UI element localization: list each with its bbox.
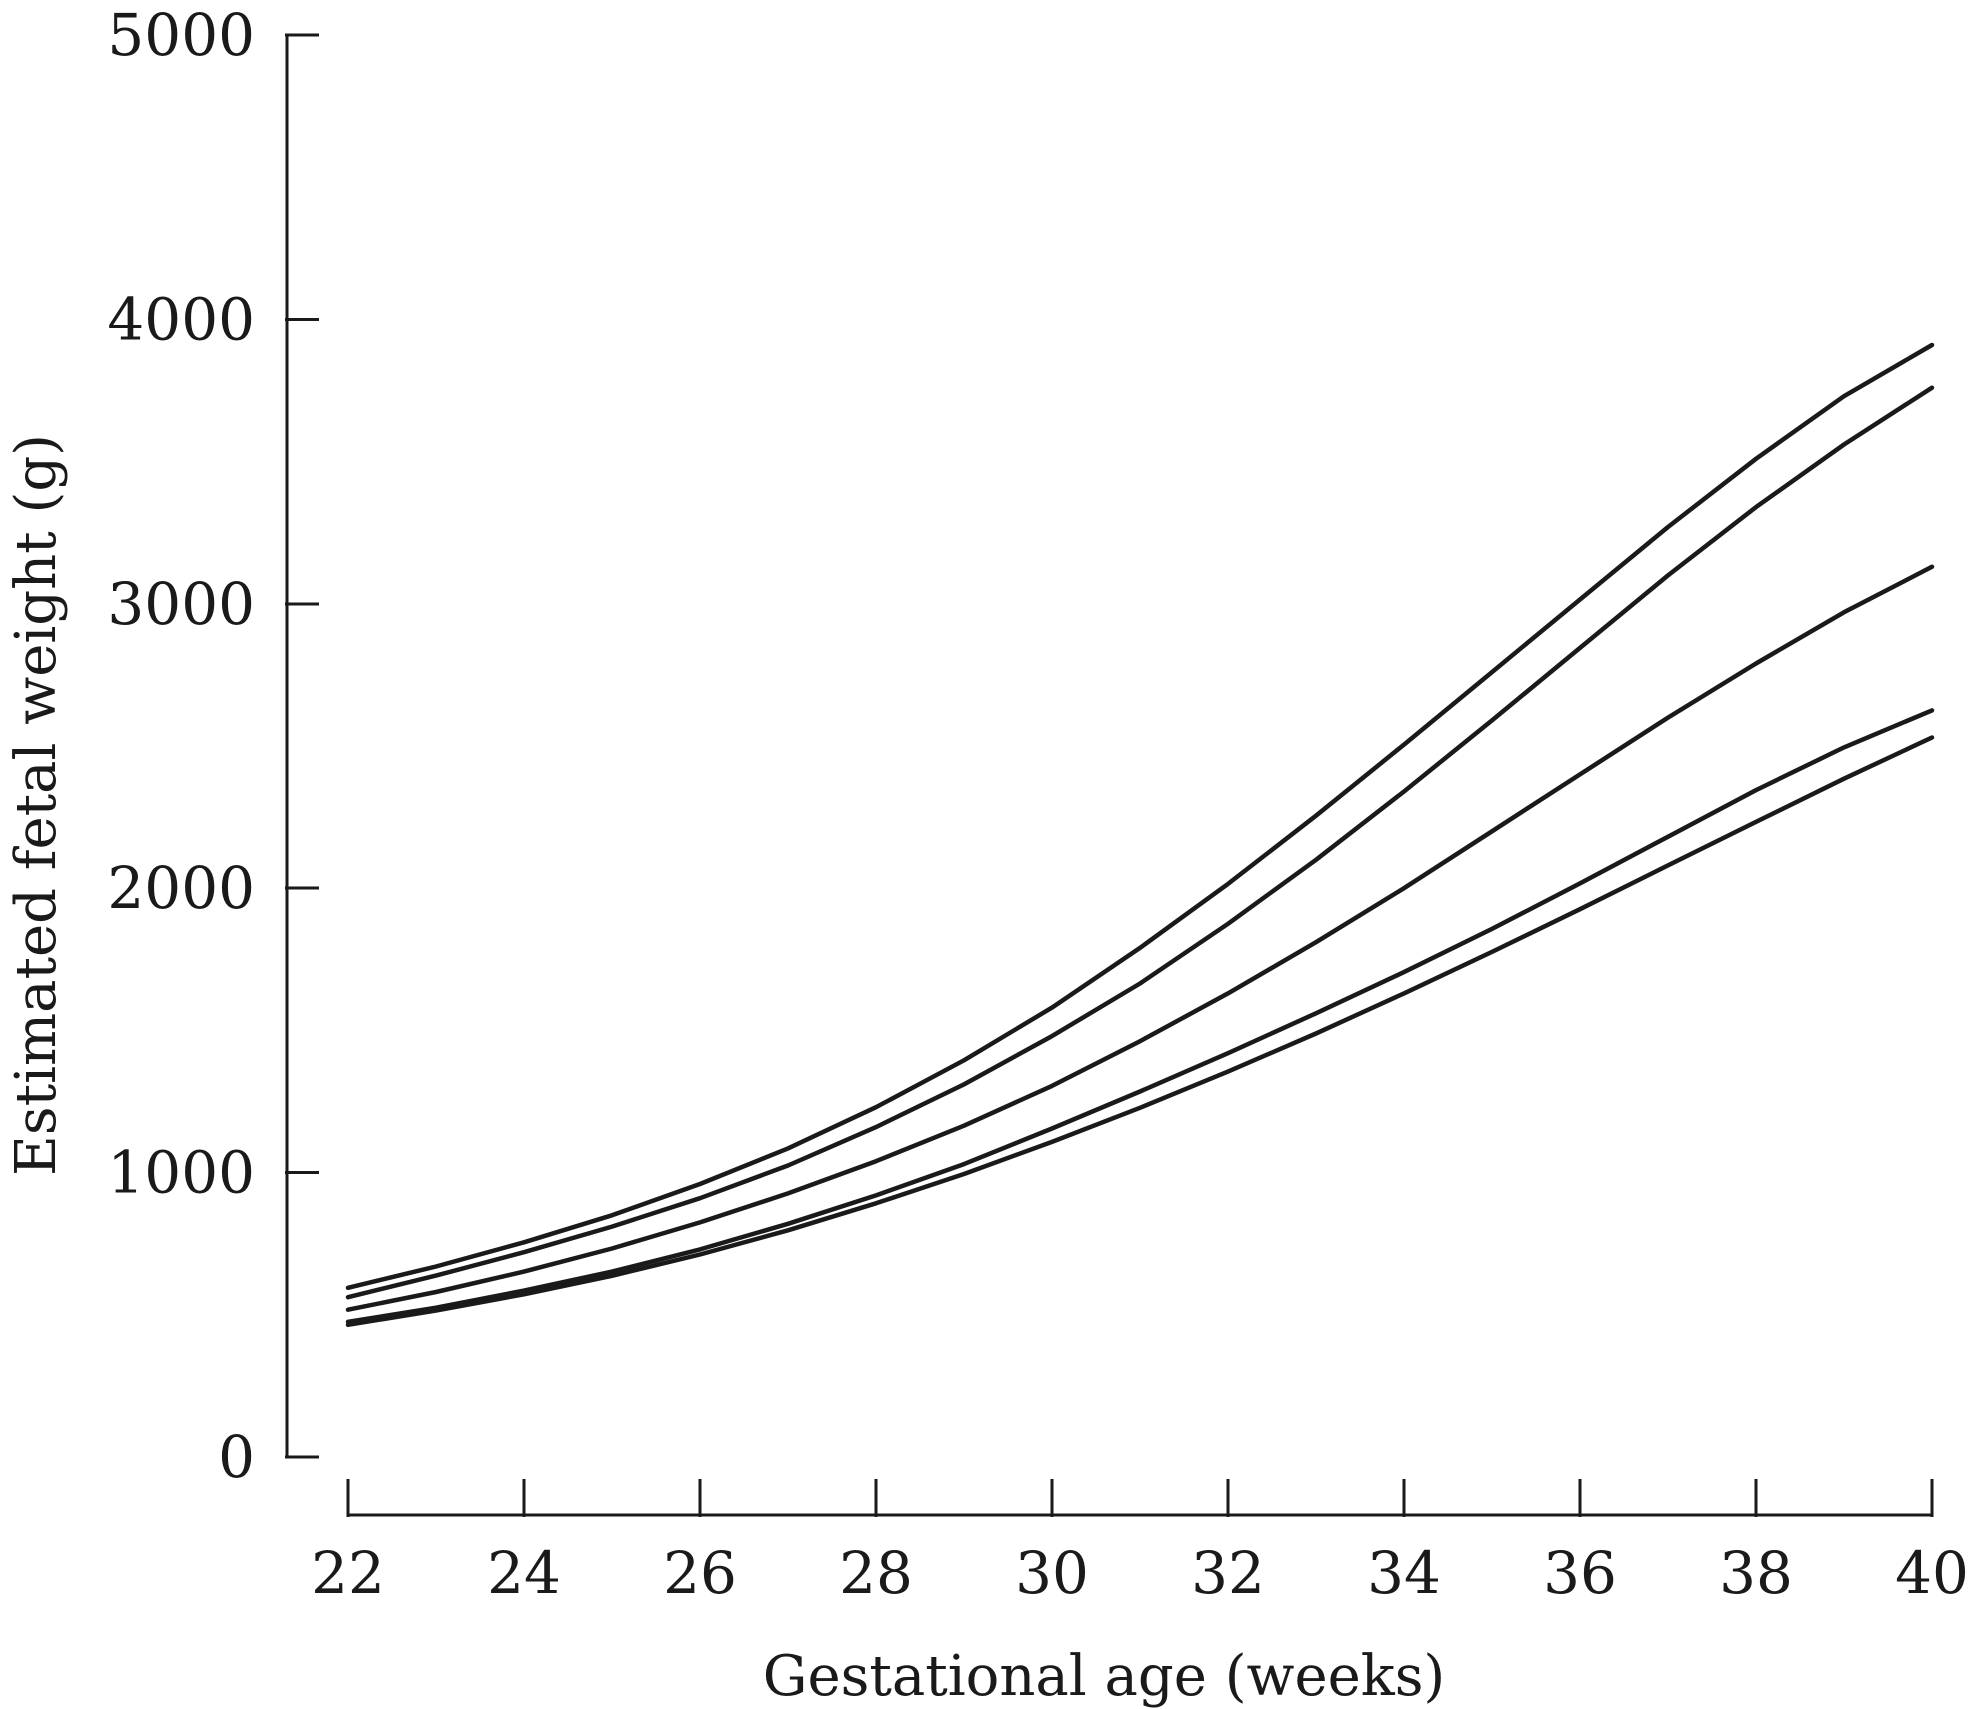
x-tick-label: 40 (1895, 1539, 1969, 1607)
x-tick-label: 26 (663, 1539, 737, 1607)
x-tick-label: 38 (1719, 1539, 1793, 1607)
x-tick-label: 24 (487, 1539, 561, 1607)
y-tick-label: 5000 (107, 1, 255, 69)
series-line-5 (345, 342, 1935, 1291)
series-line-4 (345, 385, 1935, 1300)
x-tick-label: 32 (1191, 1539, 1265, 1607)
y-axis-title: Estimated fetal weight (g) (4, 434, 69, 1176)
y-ticks: 0 1000 2000 3000 4000 5000 (107, 1, 319, 1491)
x-tick-label: 28 (839, 1539, 913, 1607)
y-tick-label: 4000 (107, 285, 255, 353)
x-tick-label: 34 (1367, 1539, 1441, 1607)
y-tick-label: 0 (218, 1423, 255, 1491)
x-ticks: 22 24 26 28 30 32 34 36 38 40 (311, 1479, 1969, 1607)
x-axis-title: Gestational age (weeks) (763, 1644, 1446, 1709)
x-tick-label: 22 (311, 1539, 385, 1607)
y-tick-label: 2000 (107, 854, 255, 922)
y-tick-label: 3000 (107, 570, 255, 638)
y-tick-label: 1000 (107, 1139, 255, 1207)
series-line-3 (345, 564, 1935, 1312)
x-tick-label: 30 (1015, 1539, 1089, 1607)
series-group (345, 342, 1935, 1328)
series-line-1 (345, 735, 1935, 1328)
series-line-2 (345, 708, 1935, 1325)
x-tick-label: 36 (1543, 1539, 1617, 1607)
x-axis: 22 24 26 28 30 32 34 36 38 40 (311, 1479, 1969, 1607)
y-axis: 0 1000 2000 3000 4000 5000 (107, 1, 319, 1491)
